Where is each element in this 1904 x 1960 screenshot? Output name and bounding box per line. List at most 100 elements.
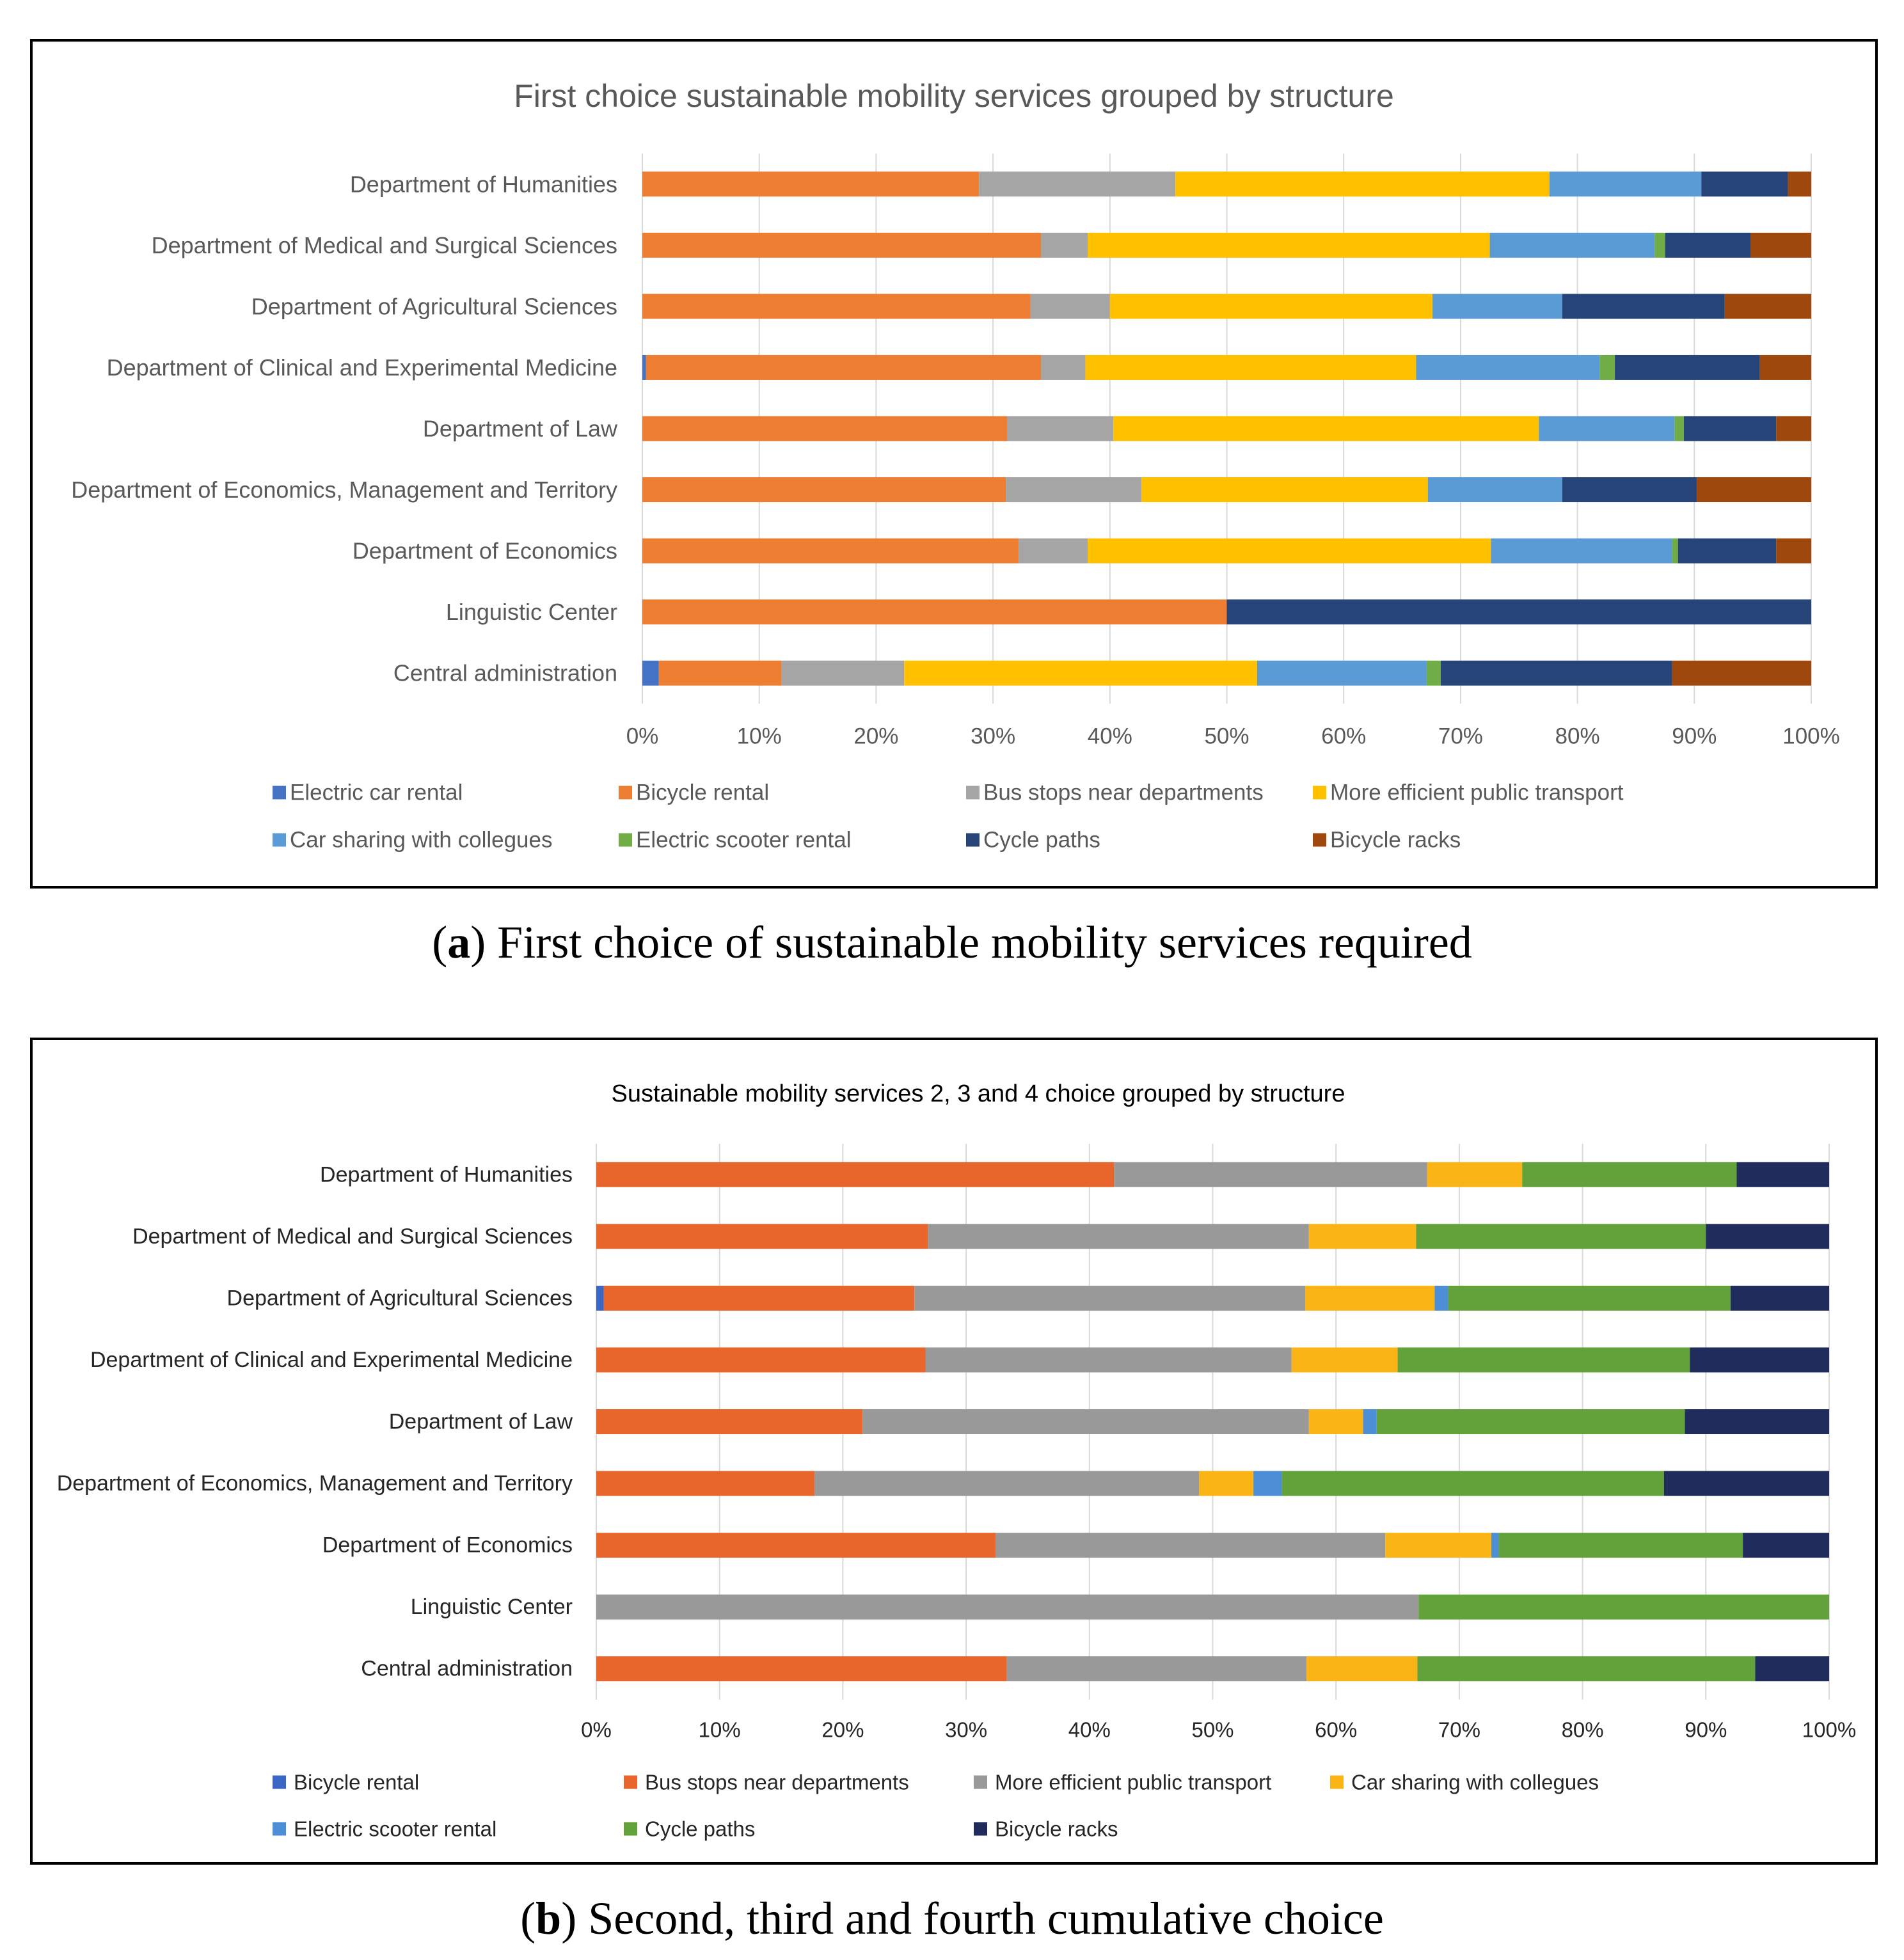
- category-label: Department of Economics: [353, 538, 617, 564]
- caption-label: b: [536, 1893, 562, 1944]
- bar-segment-bicycle-racks: [1776, 538, 1811, 564]
- legend-label: Bicycle rental: [294, 1771, 419, 1794]
- x-tick-label: 70%: [1438, 724, 1483, 749]
- bar-segment-electric-scooter-rental: [1426, 660, 1441, 686]
- legend-swatch: [624, 1775, 637, 1789]
- x-tick-label: 10%: [699, 1718, 741, 1742]
- category-label: Department of Clinical and Experimental …: [90, 1348, 573, 1372]
- bar-segment-bus-stops-near-departments: [1030, 294, 1110, 319]
- bar-segment-bicycle-rental: [642, 416, 1008, 441]
- legend-swatch: [273, 786, 286, 800]
- legend-label: Cycle paths: [645, 1817, 755, 1841]
- caption-open: (: [432, 917, 448, 968]
- legend-item-electric-scooter-rental: Electric scooter rental: [619, 828, 852, 853]
- bar-segment-car-sharing-with-collegues: [1549, 171, 1702, 197]
- bar-segment-car-sharing-with-collegues: [1427, 1162, 1523, 1187]
- chart-cumulative-choice: Sustainable mobility services 2, 3 and 4…: [57, 1080, 1857, 1841]
- bar-segment-bicycle-racks: [1696, 477, 1811, 503]
- legend-item-bicycle-racks: Bicycle racks: [1313, 828, 1461, 853]
- legend-item-cycle-paths: Cycle paths: [966, 828, 1100, 853]
- bar-segment-cycle-paths: [1416, 1224, 1706, 1249]
- category-label: Department of Economics, Management and …: [71, 477, 617, 503]
- bar-segment-electric-scooter-rental: [1363, 1409, 1377, 1434]
- caption-text: ) First choice of sustainable mobility s…: [470, 917, 1472, 968]
- bar-segment-cycle-paths: [1448, 1285, 1731, 1311]
- legend-item-more-efficient-public-transport: More efficient public transport: [1313, 780, 1624, 805]
- category-label: Department of Medical and Surgical Scien…: [132, 1224, 573, 1249]
- legend-label: Bus stops near departments: [983, 780, 1264, 805]
- legend-label: Electric car rental: [290, 780, 463, 805]
- bar-segment-cycle-paths: [1665, 232, 1750, 258]
- legend-label: Cycle paths: [983, 828, 1100, 853]
- bar-segment-bicycle-racks: [1743, 1533, 1829, 1558]
- bar-segment-car-sharing-with-collegues: [1432, 294, 1562, 319]
- legend-swatch: [624, 1822, 637, 1836]
- category-label: Central administration: [393, 660, 617, 686]
- legend-swatch: [273, 1822, 286, 1836]
- category-label: Department of Economics, Management and …: [57, 1471, 573, 1496]
- legend-label: Bicycle racks: [1330, 828, 1461, 853]
- x-tick-label: 100%: [1802, 1718, 1856, 1742]
- legend-item-bicycle-racks: Bicycle racks: [974, 1817, 1118, 1841]
- bar-segment-car-sharing-with-collegues: [1416, 354, 1600, 380]
- bar-segment-cycle-paths: [1226, 599, 1811, 625]
- legend-label: Car sharing with collegues: [1351, 1771, 1599, 1794]
- bar-segment-more-efficient-public-transport: [914, 1285, 1306, 1311]
- bar-segment-car-sharing-with-collegues: [1427, 477, 1562, 503]
- bar-segment-bicycle-racks: [1788, 171, 1811, 197]
- legend-label: Car sharing with collegues: [290, 828, 552, 853]
- chart-panel-a: First choice sustainable mobility servic…: [30, 39, 1878, 889]
- legend-swatch: [619, 786, 632, 800]
- bar-segment-electric-car-rental: [642, 660, 659, 686]
- bar-segment-electric-scooter-rental: [1672, 538, 1678, 564]
- bar-segment-more-efficient-public-transport: [1085, 354, 1416, 380]
- legend: Bicycle rental Bus stops near departments…: [273, 1771, 1599, 1841]
- category-label: Department of Humanities: [350, 171, 617, 197]
- bar-segment-cycle-paths: [1701, 171, 1788, 197]
- bar-segment-electric-scooter-rental: [1253, 1471, 1282, 1496]
- bar-segment-more-efficient-public-transport: [1175, 171, 1550, 197]
- legend-swatch: [619, 833, 632, 847]
- x-tick-label: 40%: [1068, 1718, 1111, 1742]
- bar-segment-bicycle-racks: [1706, 1224, 1829, 1249]
- category-label: Department of Law: [423, 416, 618, 442]
- bar-segment-bus-stops-near-departments: [979, 171, 1176, 197]
- x-tick-label: 100%: [1782, 724, 1840, 749]
- category-label: Department of Agricultural Sciences: [251, 293, 617, 319]
- bar-segment-bicycle-racks: [1776, 416, 1811, 441]
- x-tick-label: 30%: [945, 1718, 987, 1742]
- x-tick-label: 90%: [1685, 1718, 1727, 1742]
- bar-segment-bus-stops-near-departments: [1007, 416, 1114, 441]
- category-label: Central administration: [361, 1657, 573, 1681]
- bar-segment-bicycle-rental: [642, 477, 1006, 503]
- bars: [596, 1162, 1829, 1682]
- bar-segment-bicycle-rental: [642, 171, 980, 197]
- chart-panel-b: Sustainable mobility services 2, 3 and 4…: [30, 1038, 1878, 1865]
- x-tick-label: 30%: [971, 724, 1015, 749]
- legend-label: Bicycle rental: [636, 780, 769, 805]
- legend-swatch: [1313, 833, 1326, 847]
- bar-segment-cycle-paths: [1678, 538, 1777, 564]
- bar-segment-bus-stops-near-departments: [596, 1224, 928, 1249]
- legend-label: Bus stops near departments: [645, 1771, 909, 1794]
- bar-segment-bicycle-racks: [1685, 1409, 1829, 1434]
- bar-segment-bicycle-racks: [1663, 1471, 1829, 1496]
- legend-swatch: [974, 1822, 987, 1836]
- bar-segment-car-sharing-with-collegues: [1291, 1347, 1398, 1373]
- legend-swatch: [1313, 786, 1326, 800]
- bar-segment-bus-stops-near-departments: [1006, 477, 1142, 503]
- category-label: Department of Agricultural Sciences: [227, 1286, 573, 1310]
- x-tick-label: 20%: [853, 724, 898, 749]
- legend-item-cycle-paths: Cycle paths: [624, 1817, 755, 1841]
- bar-segment-bus-stops-near-departments: [596, 1409, 863, 1434]
- bar-segment-cycle-paths: [1418, 1594, 1829, 1620]
- bar-segment-cycle-paths: [1615, 354, 1760, 380]
- bar-segment-cycle-paths: [1683, 416, 1777, 441]
- bar-segment-bus-stops-near-departments: [1019, 538, 1088, 564]
- bar-segment-bus-stops-near-departments: [596, 1533, 996, 1558]
- bar-segment-bicycle-rental: [642, 599, 1227, 625]
- bar-segment-bus-stops-near-departments: [596, 1347, 926, 1373]
- bar-segment-more-efficient-public-transport: [596, 1594, 1419, 1620]
- bar-segment-bicycle-rental: [642, 538, 1019, 564]
- x-tick-label: 70%: [1438, 1718, 1480, 1742]
